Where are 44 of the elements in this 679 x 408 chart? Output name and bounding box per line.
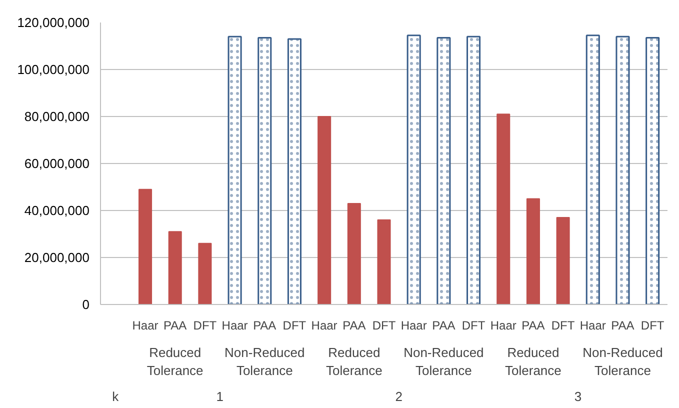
bar: [198, 242, 212, 304]
y-tick-label: 80,000,000: [24, 109, 90, 124]
x-tick-label: Haar: [311, 318, 338, 332]
x-tick-label: Haar: [580, 318, 606, 332]
y-tick-label: 0: [82, 297, 90, 312]
x-tick-label: DFT: [372, 318, 396, 332]
bar: [318, 116, 332, 304]
bar: [526, 198, 540, 304]
text: 2: [395, 389, 403, 404]
text: Non-Reduced Tolerance: [404, 345, 484, 378]
text: Reduced Tolerance: [505, 345, 562, 378]
x-tick-label: DFT: [193, 318, 218, 332]
text: Non-Reduced Tolerance: [582, 345, 663, 378]
bar: [168, 231, 182, 304]
y-tick-label: 60,000,000: [24, 156, 90, 171]
x-tick-label: Haar: [222, 318, 248, 332]
x-tick-label: PAA: [522, 318, 545, 332]
x-tick-label: PAA: [253, 318, 276, 332]
text: 3: [574, 389, 582, 404]
y-tick-label: 120,000,000: [17, 15, 90, 30]
bar: [347, 202, 361, 304]
y-tick-label: 20,000,000: [24, 250, 90, 265]
x-tick-label: DFT: [640, 318, 665, 332]
text: Non-Reduced Tolerance: [224, 345, 305, 378]
x-tick-label: PAA: [432, 318, 456, 332]
x-tick-label: PAA: [342, 318, 366, 332]
text: k: [112, 389, 120, 404]
bar: [377, 219, 391, 304]
y-tick-label: 40,000,000: [24, 203, 90, 218]
x-tick-label: Haar: [490, 318, 516, 332]
x-tick-label: DFT: [462, 318, 486, 332]
text: Reduced Tolerance: [326, 345, 382, 378]
text: Reduced Tolerance: [146, 345, 204, 378]
y-tick-label: 100,000,000: [17, 62, 90, 77]
x-tick-label: DFT: [551, 318, 576, 332]
x-tick-label: Haar: [400, 318, 427, 332]
x-tick-label: Haar: [132, 318, 158, 332]
x-tick-label: PAA: [164, 318, 187, 332]
x-tick-label: DFT: [282, 318, 307, 332]
bar: [496, 114, 510, 304]
x-tick-label: PAA: [611, 318, 634, 332]
bar: [556, 217, 570, 304]
bar: [138, 188, 152, 304]
text: 1: [216, 389, 224, 404]
